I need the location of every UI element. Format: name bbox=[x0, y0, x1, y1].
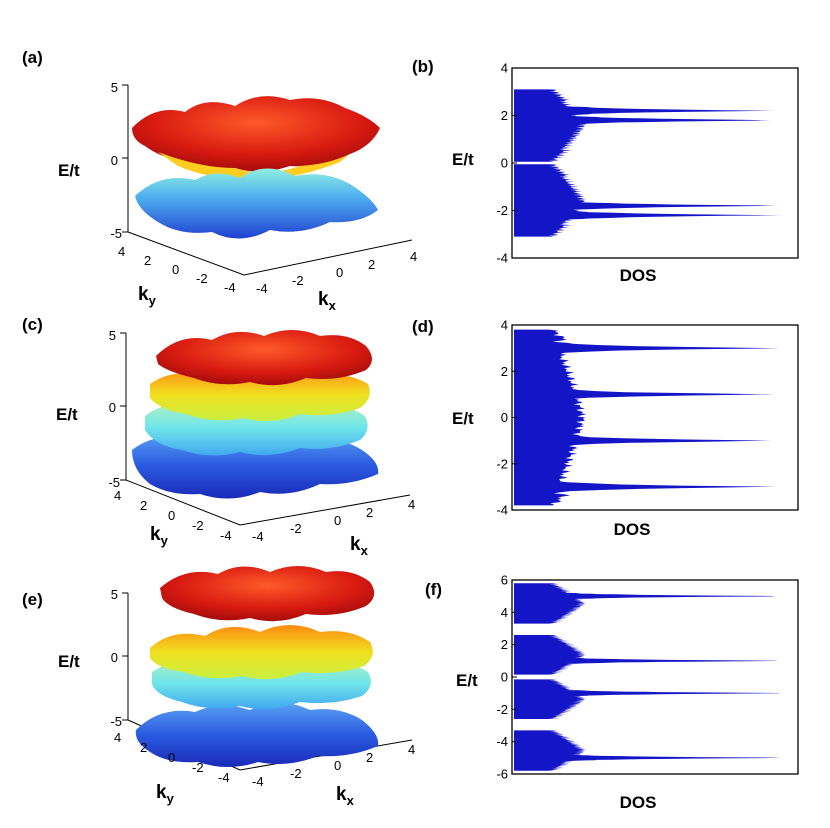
dos-band-f-4 bbox=[514, 730, 780, 771]
kytick-a-2: 0 bbox=[172, 262, 179, 277]
ytick-label-d-0: 4 bbox=[501, 318, 508, 333]
ylabel-e: ky bbox=[156, 782, 175, 806]
zlabel-e: E/t bbox=[58, 652, 80, 671]
panel-label-b: (b) bbox=[412, 57, 434, 76]
kytick-a-4: -4 bbox=[224, 280, 236, 295]
ytick-label-f-4: -2 bbox=[496, 702, 508, 717]
kytick-c-1: 2 bbox=[140, 498, 147, 513]
ytick-label-b-2: 0 bbox=[501, 156, 508, 171]
xlabel-f: DOS bbox=[620, 793, 657, 812]
xlabel-e: kx bbox=[336, 784, 355, 808]
band-surface-a-2 bbox=[135, 168, 378, 239]
kxtick-e-2: 0 bbox=[334, 758, 341, 773]
surface-plot-a: 5 0 -5 E/t 4 2 0 -2 -4 -4 -2 0 2 4 ky kx bbox=[58, 80, 417, 313]
ztick-a-0: 5 bbox=[111, 80, 118, 95]
kxtick-c-4: 4 bbox=[408, 497, 415, 512]
ytick-label-d-1: 2 bbox=[501, 364, 508, 379]
surface-plot-c: 5 0 -5 E/t 4 2 0 -2 -4 -4 -2 0 2 4 ky kx bbox=[56, 328, 415, 558]
ytick-label-f-5: -4 bbox=[496, 734, 508, 749]
ytick-label-f-2: 2 bbox=[501, 637, 508, 652]
ytick-label-d-2: 0 bbox=[501, 410, 508, 425]
zlabel-a: E/t bbox=[58, 161, 80, 180]
kytick-e-4: -4 bbox=[218, 770, 230, 785]
kxtick-e-4: 4 bbox=[408, 742, 415, 757]
panel-label-e: (e) bbox=[22, 590, 43, 609]
panel-label-f: (f) bbox=[425, 580, 442, 599]
band-surface-c-1 bbox=[156, 330, 372, 386]
dos-band-f-2 bbox=[514, 635, 777, 675]
ytick-label-d-3: -2 bbox=[496, 456, 508, 471]
band-surface-a-1 bbox=[132, 96, 380, 172]
kytick-e-1: 2 bbox=[140, 740, 147, 755]
kytick-a-3: -2 bbox=[196, 271, 208, 286]
dos-band-f-3 bbox=[514, 679, 781, 719]
kxtick-e-1: -2 bbox=[290, 766, 302, 781]
dos-band-b-2 bbox=[514, 164, 782, 237]
kxtick-c-1: -2 bbox=[290, 521, 302, 536]
kxtick-a-1: -2 bbox=[292, 273, 304, 288]
dos-plot-f: 6 4 2 0 -2 -4 -6 E/t DOS bbox=[456, 573, 799, 812]
kxtick-c-2: 0 bbox=[334, 513, 341, 528]
kxtick-a-3: 2 bbox=[368, 257, 375, 272]
ztick-a-2: -5 bbox=[110, 226, 122, 241]
ylabel-c: ky bbox=[150, 524, 169, 548]
kytick-e-0: 4 bbox=[114, 730, 121, 745]
xlabel-b: DOS bbox=[620, 266, 657, 285]
ztick-c-0: 5 bbox=[109, 328, 116, 343]
ytick-label-f-1: 4 bbox=[501, 605, 508, 620]
kxtick-a-4: 4 bbox=[410, 249, 417, 264]
kxtick-e-0: -4 bbox=[252, 774, 264, 789]
kytick-e-2: 0 bbox=[168, 750, 175, 765]
ztick-e-1: 0 bbox=[111, 650, 118, 665]
ytick-label-f-0: 6 bbox=[501, 573, 508, 588]
band-edge-a-1 bbox=[158, 152, 350, 180]
kytick-e-3: -2 bbox=[192, 760, 204, 775]
panel-label-a: (a) bbox=[22, 48, 43, 67]
ytick-label-d-4: -4 bbox=[496, 503, 508, 518]
ytick-label-f-3: 0 bbox=[501, 670, 508, 685]
kytick-c-4: -4 bbox=[220, 528, 232, 543]
dos-band-b-1 bbox=[514, 89, 776, 162]
dos-plot-d: 4 2 0 -2 -4 E/t DOS bbox=[452, 318, 799, 539]
kxtick-a-0: -4 bbox=[256, 281, 268, 296]
ztick-a-1: 0 bbox=[111, 153, 118, 168]
ztick-c-2: -5 bbox=[108, 475, 120, 490]
kxtick-c-3: 2 bbox=[366, 505, 373, 520]
ytick-label-f-6: -6 bbox=[496, 767, 508, 782]
ylabel-d: E/t bbox=[452, 409, 474, 428]
kytick-a-1: 2 bbox=[144, 253, 151, 268]
dos-band-d-1 bbox=[514, 329, 781, 506]
ztick-e-2: -5 bbox=[110, 714, 122, 729]
xlabel-a: kx bbox=[318, 289, 337, 313]
band-surface-e-1 bbox=[160, 566, 375, 622]
kxtick-e-3: 2 bbox=[366, 750, 373, 765]
ytick-label-b-1: 2 bbox=[501, 108, 508, 123]
dos-plot-b: 4 2 0 -2 -4 E/t DOS bbox=[452, 61, 799, 285]
kytick-a-0: 4 bbox=[118, 244, 125, 259]
panel-label-d: (d) bbox=[412, 317, 434, 336]
kxtick-c-0: -4 bbox=[252, 529, 264, 544]
xlabel-c: kx bbox=[350, 534, 369, 558]
panel-label-c: (c) bbox=[22, 315, 43, 334]
ylabel-b: E/t bbox=[452, 150, 474, 169]
xlabel-d: DOS bbox=[614, 520, 651, 539]
dos-band-f-1 bbox=[514, 583, 775, 624]
ylabel-f: E/t bbox=[456, 671, 478, 690]
ztick-e-0: 5 bbox=[111, 587, 118, 602]
ytick-label-b-3: -2 bbox=[496, 203, 508, 218]
surface-plot-e: 5 0 -5 E/t 4 2 0 -2 -4 -4 -2 0 2 4 ky kx bbox=[58, 566, 415, 808]
zlabel-c: E/t bbox=[56, 405, 78, 424]
kytick-c-3: -2 bbox=[192, 518, 204, 533]
kytick-c-2: 0 bbox=[168, 508, 175, 523]
kytick-c-0: 4 bbox=[114, 488, 121, 503]
ztick-c-1: 0 bbox=[109, 400, 116, 415]
ytick-label-b-0: 4 bbox=[501, 61, 508, 76]
band-surface-e-4 bbox=[135, 703, 379, 767]
band-surface-e-2 bbox=[150, 625, 373, 680]
ylabel-a: ky bbox=[138, 284, 157, 308]
ytick-label-b-4: -4 bbox=[496, 251, 508, 266]
kxtick-a-2: 0 bbox=[336, 265, 343, 280]
